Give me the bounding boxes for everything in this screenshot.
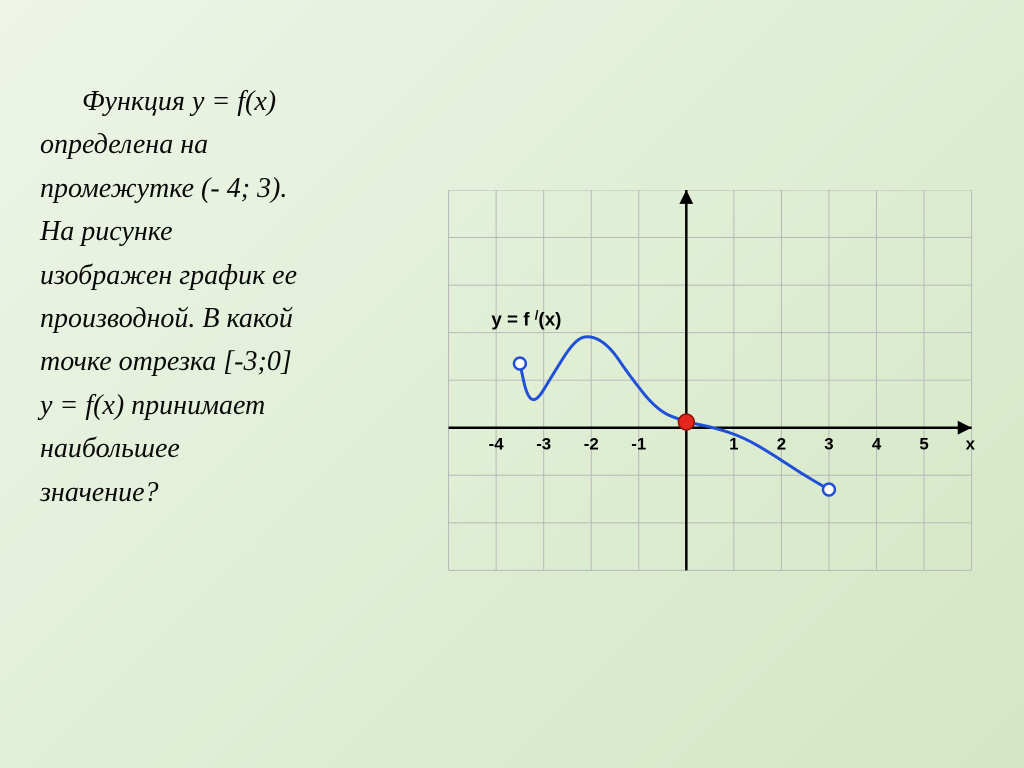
svg-text:4: 4 — [872, 435, 882, 454]
svg-text:x: x — [966, 435, 976, 454]
text-line-5: изображен график ее — [40, 254, 420, 297]
text-line-8: y = f(x) принимает — [40, 384, 420, 427]
svg-text:3: 3 — [824, 435, 833, 454]
text-line-4: На рисунке — [40, 210, 420, 253]
chart-svg: -4 -3 -2 -1 1 2 3 4 5 x y = f /(x) — [440, 190, 1000, 610]
text-line-6: производной. В какой — [40, 297, 420, 340]
svg-text:-2: -2 — [584, 435, 599, 454]
text-line-1: Функция y = f(x) — [82, 86, 276, 117]
svg-text:-1: -1 — [631, 435, 646, 454]
problem-text: Функция y = f(x) определена на промежутк… — [40, 80, 420, 514]
svg-text:1: 1 — [729, 435, 738, 454]
svg-text:y = f /(x): y = f /(x) — [491, 308, 561, 330]
svg-text:-4: -4 — [489, 435, 505, 454]
svg-text:-3: -3 — [536, 435, 551, 454]
svg-text:2: 2 — [777, 435, 786, 454]
text-line-3: промежутке (- 4; 3). — [40, 167, 420, 210]
text-line-9: наибольшее — [40, 427, 420, 470]
derivative-chart: -4 -3 -2 -1 1 2 3 4 5 x y = f /(x) — [440, 190, 1000, 650]
svg-text:5: 5 — [919, 435, 928, 454]
text-line-2: определена на — [40, 123, 420, 166]
text-line-10: значение? — [40, 471, 420, 514]
text-line-7: точке отрезка [-3;0] — [40, 340, 420, 383]
